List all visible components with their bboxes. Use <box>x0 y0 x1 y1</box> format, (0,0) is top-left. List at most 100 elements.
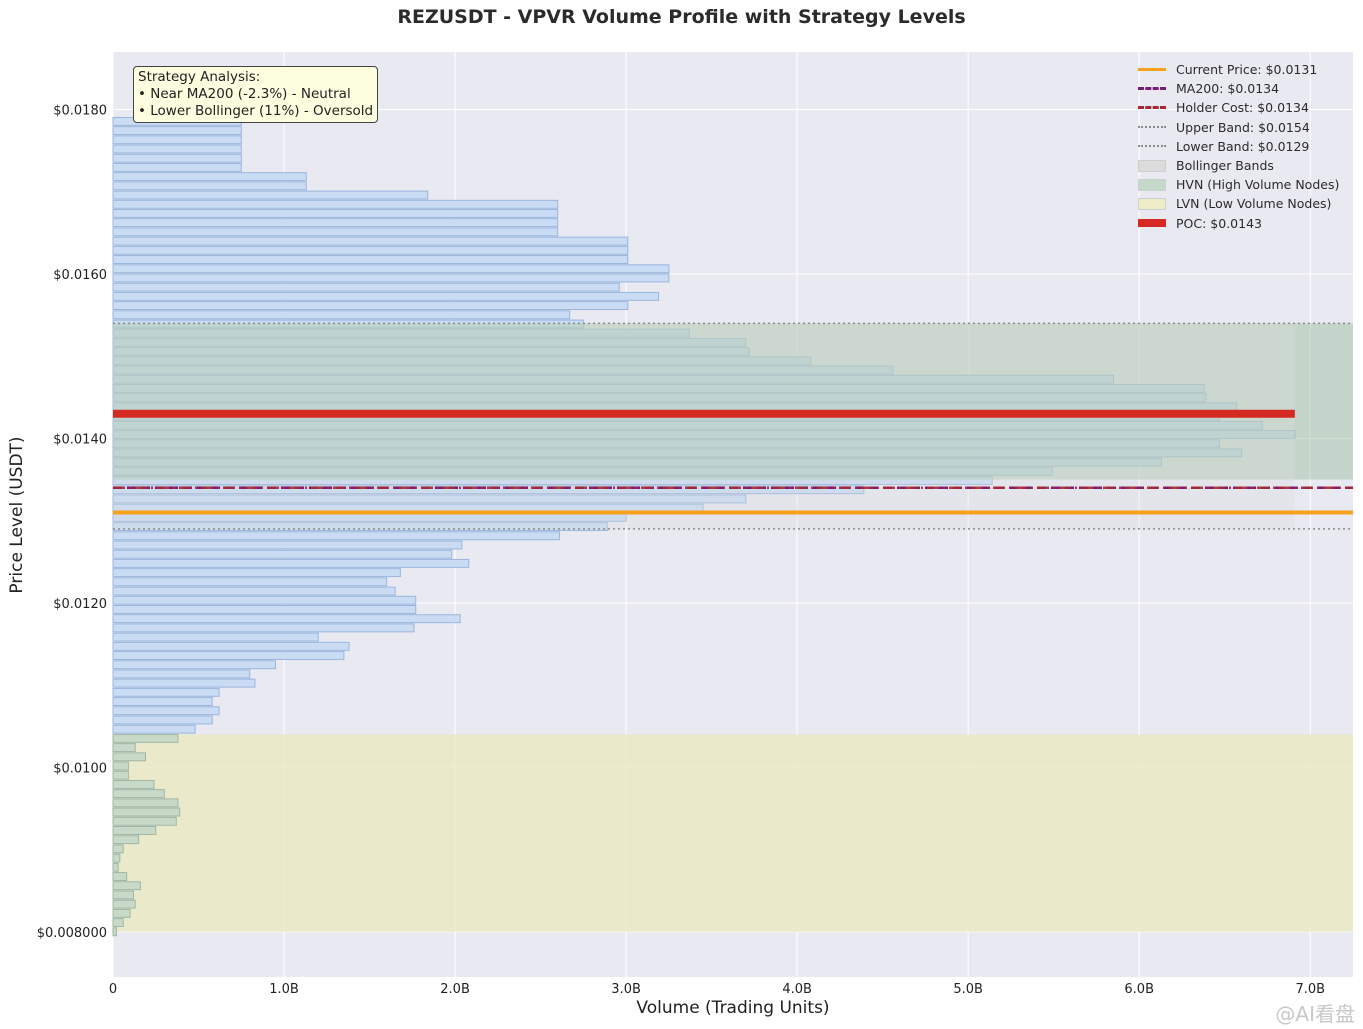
volume-bar <box>112 660 276 670</box>
legend-item: Bollinger Bands <box>1138 156 1339 175</box>
legend-swatch <box>1138 102 1166 114</box>
legend-item: MA200: $0.0134 <box>1138 79 1339 98</box>
legend-swatch <box>1138 159 1166 172</box>
y-tick-label: $0.0120 <box>53 597 107 612</box>
volume-bar <box>112 255 629 264</box>
volume-bar <box>112 743 136 753</box>
x-tick-label: 6.0B <box>1124 982 1154 997</box>
legend-swatch <box>1138 64 1166 76</box>
volume-bar <box>112 126 242 136</box>
legend-item: Current Price: $0.0131 <box>1138 60 1339 79</box>
volume-bar <box>112 881 141 891</box>
volume-bar <box>112 291 660 301</box>
volume-bar <box>112 135 242 145</box>
legend-item: Lower Band: $0.0129 <box>1138 137 1339 156</box>
volume-bar <box>112 236 629 246</box>
volume-bar <box>112 172 307 182</box>
volume-bar <box>112 715 213 725</box>
legend-label: Current Price: $0.0131 <box>1176 62 1318 78</box>
legend-item: Upper Band: $0.0154 <box>1138 118 1339 137</box>
volume-bar <box>112 918 124 928</box>
legend-label: Lower Band: $0.0129 <box>1176 138 1310 154</box>
volume-bar <box>112 761 129 771</box>
x-axis-label: Volume (Trading Units) <box>636 998 830 1018</box>
volume-bar <box>112 899 136 909</box>
volume-bar <box>112 862 119 872</box>
volume-bar <box>112 890 135 900</box>
volume-bar <box>112 816 177 826</box>
legend-swatch <box>1138 178 1166 191</box>
volume-bar <box>112 669 251 679</box>
legend-item: POC: $0.0143 <box>1138 214 1339 233</box>
legend-label: Holder Cost: $0.0134 <box>1176 100 1309 116</box>
legend-swatch <box>1138 217 1166 229</box>
x-tick-label: 7.0B <box>1295 982 1325 997</box>
volume-bar <box>112 531 560 541</box>
volume-bar <box>112 282 620 292</box>
volume-bar <box>112 835 140 845</box>
x-tick-label: 5.0B <box>953 982 983 997</box>
volume-bar <box>112 245 629 255</box>
volume-bar <box>112 752 146 762</box>
x-tick-label: 3.0B <box>611 982 641 997</box>
volume-bar <box>112 181 307 191</box>
legend-item: LVN (Low Volume Nodes) <box>1138 194 1339 213</box>
volume-bar <box>112 678 256 688</box>
volume-bar <box>112 908 131 918</box>
legend-swatch <box>1138 83 1166 95</box>
y-tick-label: $0.0180 <box>53 104 107 119</box>
volume-bar <box>112 301 629 311</box>
chart-title: REZUSDT - VPVR Volume Profile with Strat… <box>397 6 966 28</box>
volume-bar <box>112 651 345 660</box>
legend-label: MA200: $0.0134 <box>1176 81 1280 97</box>
strategy-annotation-box: Strategy Analysis: • Near MA200 (-2.3%) … <box>133 66 379 123</box>
legend-label: Upper Band: $0.0154 <box>1176 119 1310 135</box>
volume-bar <box>112 586 396 596</box>
legend-label: LVN (Low Volume Nodes) <box>1176 196 1332 212</box>
volume-bar <box>112 144 242 154</box>
legend-label: POC: $0.0143 <box>1176 215 1262 231</box>
legend-label: Bollinger Bands <box>1176 158 1274 174</box>
volume-bar <box>112 605 417 614</box>
x-tick-label: 4.0B <box>782 982 812 997</box>
lvn-zone <box>113 734 1353 932</box>
x-tick-label: 0 <box>109 982 117 997</box>
volume-bar <box>112 218 559 228</box>
volume-bar <box>112 577 388 587</box>
x-tick-label: 1.0B <box>269 982 299 997</box>
volume-bar <box>112 264 670 274</box>
volume-bar <box>112 227 559 237</box>
y-axis-label: Price Level (USDT) <box>7 436 27 594</box>
volume-bar <box>112 595 417 605</box>
volume-bar <box>112 844 124 854</box>
volume-bar <box>112 826 157 835</box>
volume-bar <box>112 632 319 642</box>
volume-bar <box>112 199 559 209</box>
volume-bar <box>112 310 571 320</box>
volume-bar <box>112 568 401 578</box>
volume-bar <box>112 697 213 707</box>
volume-bar <box>112 927 117 937</box>
legend-item: HVN (High Volume Nodes) <box>1138 175 1339 194</box>
y-tick-label: $0.0140 <box>53 432 107 447</box>
volume-bar <box>112 733 179 743</box>
volume-bar <box>112 853 121 863</box>
volume-bar <box>112 494 747 504</box>
volume-bar <box>112 522 608 532</box>
x-tick-label: 2.0B <box>440 982 470 997</box>
volume-bar <box>112 706 220 716</box>
volume-bar <box>112 687 220 697</box>
volume-bar <box>112 540 463 550</box>
volume-bar <box>112 558 470 568</box>
legend-label: HVN (High Volume Nodes) <box>1176 177 1340 193</box>
volume-bar <box>112 641 350 651</box>
y-tick-label: $0.0160 <box>53 268 107 283</box>
bollinger-zone <box>113 323 1295 529</box>
y-tick-label: $0.008000 <box>37 926 107 941</box>
legend-swatch <box>1138 197 1166 210</box>
volume-bar <box>112 807 181 817</box>
volume-bar <box>112 153 242 163</box>
volume-bar <box>112 190 429 200</box>
annotation-line-ma200: • Near MA200 (-2.3%) - Neutral <box>138 86 351 102</box>
volume-bar <box>112 779 155 789</box>
